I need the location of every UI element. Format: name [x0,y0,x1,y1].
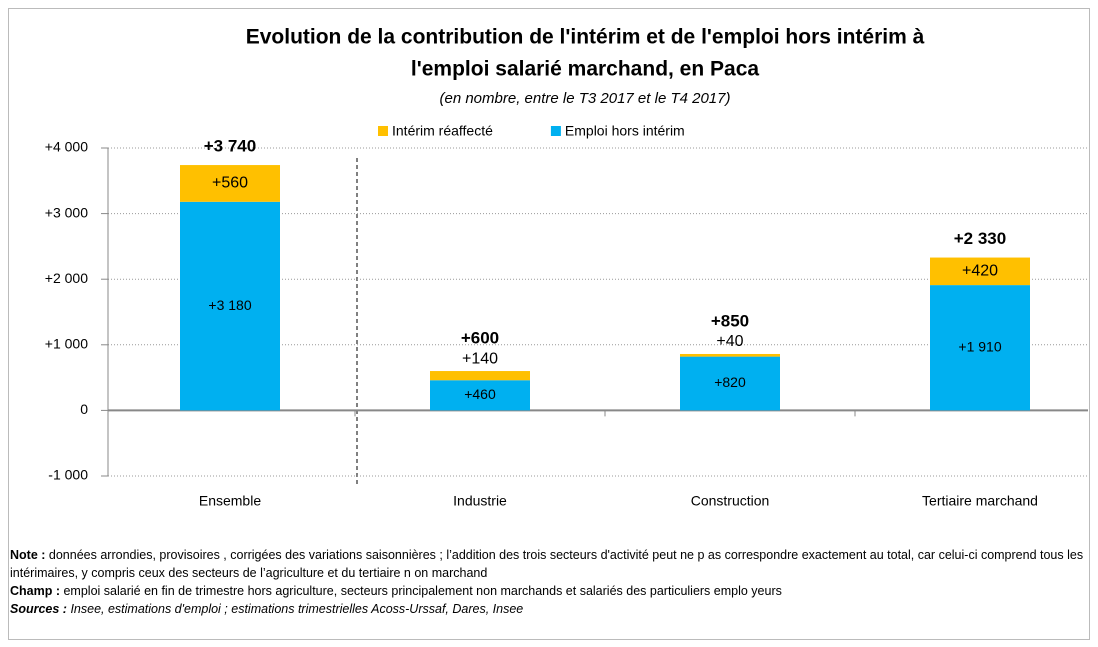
note: Sources : Insee, estimations d'emploi ; … [10,600,1090,618]
bar-segment [930,257,1030,286]
total-label: +3 740 [204,137,256,156]
bar-segment [430,371,530,381]
note: Note : données arrondies, provisoires , … [10,546,1090,582]
value-label: +460 [464,386,496,402]
note-text: données arrondies, provisoires , corrigé… [10,548,1084,580]
x-tick-label: Ensemble [199,493,261,509]
note-label: Note : [10,548,46,562]
x-tick-label: Construction [691,493,770,509]
note-text: emploi salarié en fin de trimestre hors … [63,584,782,598]
chart-title: l'emploi salarié marchand, en Paca [411,58,759,81]
total-label: +2 330 [954,229,1006,248]
y-tick-label: +3 000 [45,204,88,220]
y-tick-label: +2 000 [45,270,88,286]
chart: Evolution de la contribution de l'intéri… [45,26,1088,509]
bar-segment [680,353,780,357]
value-label: +560 [212,175,248,192]
value-label: +820 [714,374,746,390]
notes: Note : données arrondies, provisoires , … [10,546,1090,618]
legend-swatch [378,126,388,136]
y-tick-label: +1 000 [45,336,88,352]
value-label: +140 [462,350,498,367]
chart-subtitle: (en nombre, entre le T3 2017 et le T4 20… [439,90,730,107]
bar-segment [680,356,780,411]
note: Champ : emploi salarié en fin de trimest… [10,582,1090,600]
y-tick-label: -1 000 [48,467,88,483]
chart-title: Evolution de la contribution de l'intéri… [246,26,925,49]
bar-segment [930,285,1030,411]
value-label: +40 [716,333,743,350]
frame [8,8,1090,640]
total-label: +600 [461,329,499,348]
bar-segment [180,165,280,202]
x-tick-label: Tertiaire marchand [922,493,1038,509]
total-label: +850 [711,311,749,330]
x-tick-label: Industrie [453,493,507,509]
bar-segment [180,201,280,411]
note-text: Insee, estimations d'emploi ; estimation… [70,602,524,616]
legend-swatch [550,126,561,136]
value-label: +3 180 [208,297,251,313]
value-label: +1 910 [958,338,1001,354]
note-label: Sources : [10,602,67,616]
value-label: +420 [962,263,998,280]
legend-label: Emploi hors intérim [565,123,685,139]
legend-label: Intérim réaffecté [392,123,493,139]
y-tick-label: 0 [80,401,88,417]
bar-segment [430,380,530,411]
y-tick-label: +4 000 [45,139,88,155]
note-label: Champ : [10,584,60,598]
